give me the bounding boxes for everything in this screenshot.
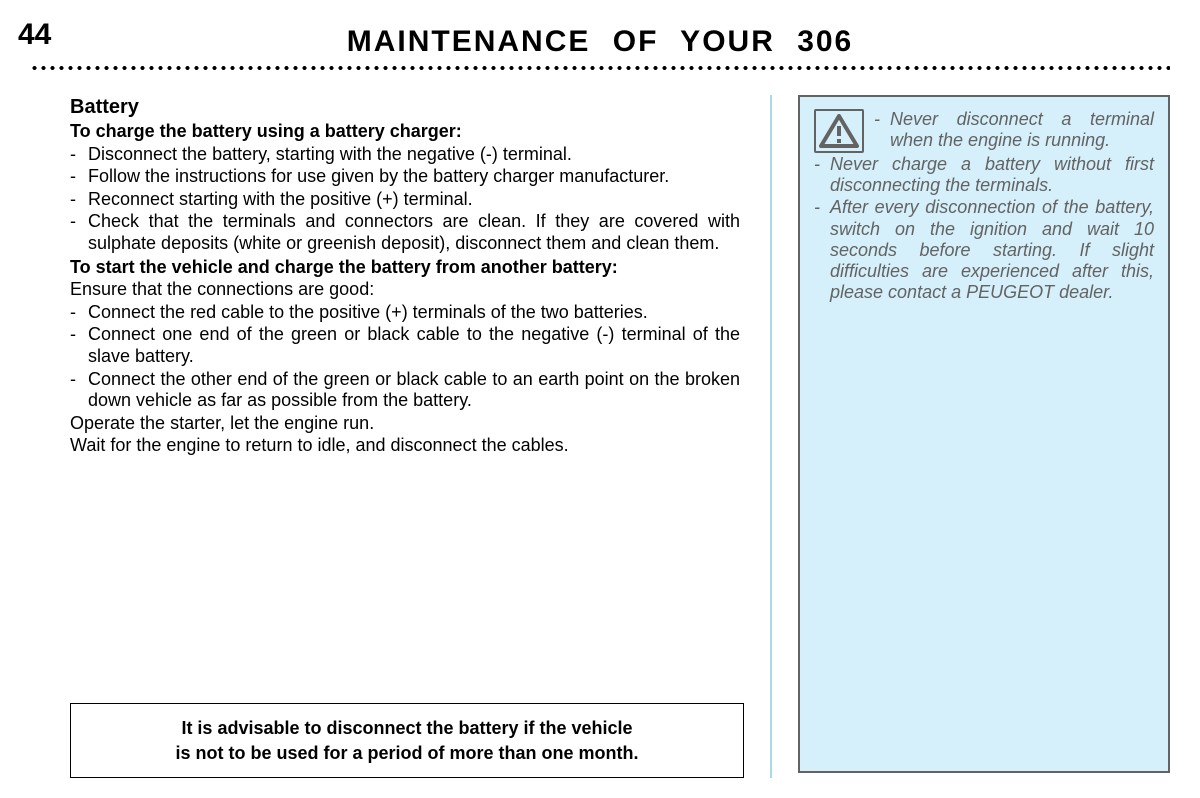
bullet-list-jump: -Connect the red cable to the positive (…	[70, 302, 744, 412]
paragraph: Ensure that the connections are good:	[70, 279, 744, 301]
warning-item: After every disconnection of the battery…	[830, 197, 1154, 303]
bullet-dash: -	[70, 369, 88, 412]
bullet-list-charge: -Disconnect the battery, starting with t…	[70, 144, 744, 255]
bullet-dash: -	[814, 154, 830, 196]
page-number: 44	[18, 18, 51, 52]
subheading-charge: To charge the battery using a battery ch…	[70, 121, 744, 143]
list-item: Connect the red cable to the positive (+…	[88, 302, 740, 324]
list-item: Follow the instructions for use given by…	[88, 166, 740, 188]
advice-line: is not to be used for a period of more t…	[91, 741, 723, 765]
bullet-dash: -	[70, 189, 88, 211]
sidebar-column: - Never disconnect a terminal when the e…	[798, 95, 1170, 778]
bullet-dash: -	[70, 302, 88, 324]
bullet-dash: -	[70, 324, 88, 367]
advice-box: It is advisable to disconnect the batter…	[70, 703, 744, 778]
warning-item: Never disconnect a terminal when the eng…	[890, 109, 1154, 151]
list-item: Check that the terminals and connectors …	[88, 211, 740, 254]
list-item: Disconnect the battery, starting with th…	[88, 144, 740, 166]
warning-header: - Never disconnect a terminal when the e…	[814, 109, 1154, 153]
vertical-divider	[770, 95, 772, 778]
bullet-dash: -	[70, 211, 88, 254]
bullet-dash: -	[70, 166, 88, 188]
list-item: Connect one end of the green or black ca…	[88, 324, 740, 367]
divider-dotted	[30, 65, 1170, 71]
chapter-title: MAINTENANCE OF YOUR 306	[0, 25, 1200, 59]
list-item: Connect the other end of the green or bl…	[88, 369, 740, 412]
list-item: Reconnect starting with the positive (+)…	[88, 189, 740, 211]
title-bar: MAINTENANCE OF YOUR 306	[0, 0, 1200, 71]
warning-item: Never charge a battery without first dis…	[830, 154, 1154, 196]
subheading-jump: To start the vehicle and charge the batt…	[70, 257, 744, 279]
warning-icon	[814, 109, 864, 153]
warning-box: - Never disconnect a terminal when the e…	[798, 95, 1170, 773]
bullet-dash: -	[874, 109, 890, 151]
main-column: Battery To charge the battery using a ba…	[70, 95, 744, 778]
advice-line: It is advisable to disconnect the batter…	[91, 716, 723, 740]
section-heading: Battery	[70, 95, 744, 119]
content-area: Battery To charge the battery using a ba…	[70, 95, 1170, 778]
bullet-dash: -	[814, 197, 830, 303]
paragraph: Operate the starter, let the engine run.	[70, 413, 744, 435]
paragraph: Wait for the engine to return to idle, a…	[70, 435, 744, 457]
bullet-dash: -	[70, 144, 88, 166]
